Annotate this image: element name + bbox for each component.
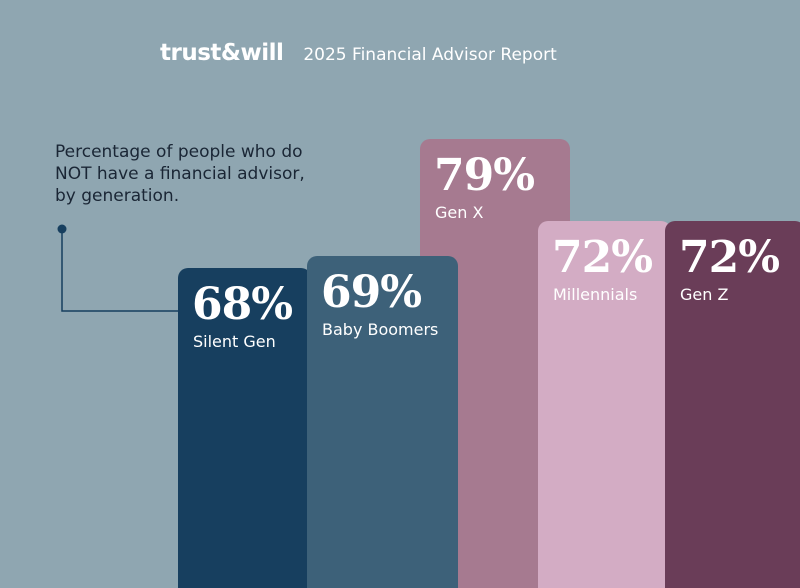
category-label-gen-x: Gen X bbox=[435, 203, 484, 222]
connector-path bbox=[61, 229, 180, 312]
category-label-millennials: Millennials bbox=[553, 285, 638, 304]
data-label-millennials: 72% bbox=[552, 232, 653, 283]
bar-millennials: 72% Millennials bbox=[538, 221, 671, 588]
bar-silent-gen: 68% Silent Gen bbox=[178, 268, 311, 588]
category-label-gen-z: Gen Z bbox=[680, 285, 729, 304]
bar-baby-boomers: 69% Baby Boomers bbox=[307, 256, 458, 588]
data-label-baby-boomers: 69% bbox=[321, 267, 422, 318]
category-label-silent-gen: Silent Gen bbox=[193, 332, 276, 351]
description-line-3: by generation. bbox=[55, 186, 180, 206]
data-label-gen-z: 72% bbox=[679, 232, 780, 283]
chart-description: Percentage of people who do NOT have a f… bbox=[55, 141, 395, 207]
data-label-gen-x: 79% bbox=[434, 150, 535, 201]
report-title: 2025 Financial Advisor Report bbox=[303, 45, 557, 65]
bar-gen-z: 72% Gen Z bbox=[665, 221, 800, 588]
category-label-baby-boomers: Baby Boomers bbox=[322, 320, 439, 339]
brand-logo: trust&will bbox=[160, 40, 284, 66]
header: trust&will 2025 Financial Advisor Report bbox=[160, 40, 557, 66]
data-label-silent-gen: 68% bbox=[192, 279, 293, 330]
description-line-1: Percentage of people who do bbox=[55, 142, 303, 162]
description-line-2: NOT have a financial advisor, bbox=[55, 164, 305, 184]
